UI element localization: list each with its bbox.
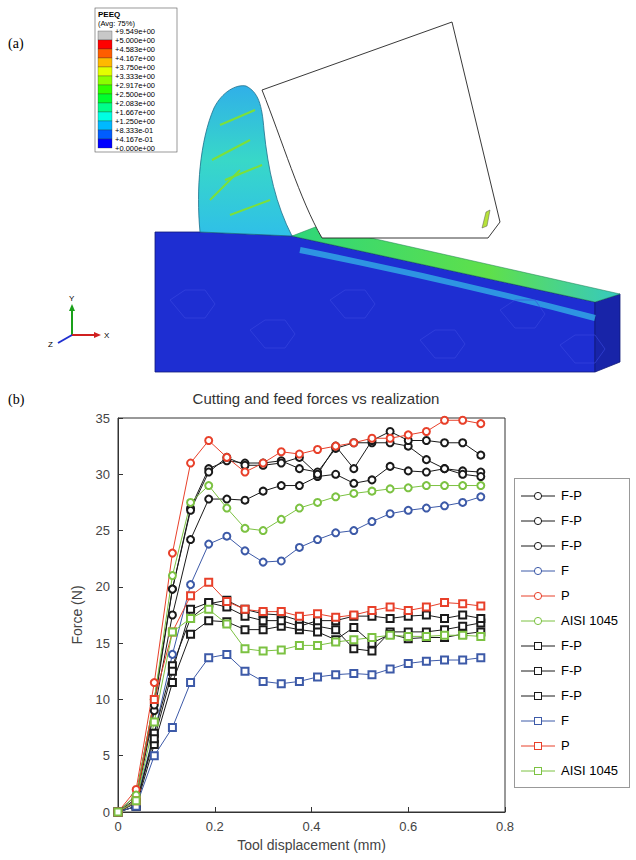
svg-text:+1.250e+00: +1.250e+00: [115, 117, 155, 126]
svg-text:+2.083e+00: +2.083e+00: [115, 99, 155, 108]
svg-text:X: X: [104, 331, 110, 340]
svg-text:PEEQ: PEEQ: [98, 10, 120, 19]
svg-text:(a): (a): [8, 36, 24, 52]
svg-text:20: 20: [96, 579, 110, 594]
svg-text:30: 30: [96, 467, 110, 482]
svg-text:+4.583e+00: +4.583e+00: [115, 45, 155, 54]
svg-text:0.2: 0.2: [206, 819, 224, 834]
svg-text:0: 0: [103, 805, 110, 820]
svg-text:+9.549e+00: +9.549e+00: [115, 27, 155, 36]
html-text:F-P: F-P: [561, 513, 582, 528]
html-text:P: P: [561, 738, 570, 753]
svg-text:+3.333e+00: +3.333e+00: [115, 72, 155, 81]
svg-text:+8.333e-01: +8.333e-01: [115, 126, 153, 135]
svg-text:0.4: 0.4: [302, 819, 320, 834]
html-text:F-P: F-P: [561, 538, 582, 553]
html-text:(b): (b): [8, 392, 25, 407]
html-text:F: F: [561, 563, 569, 578]
svg-text:Y: Y: [69, 294, 75, 303]
svg-text:0.8: 0.8: [496, 819, 514, 834]
html-text:F-P: F-P: [561, 638, 582, 653]
svg-text:Tool displacement (mm): Tool displacement (mm): [237, 837, 386, 853]
html-text:F-P: F-P: [561, 663, 582, 678]
svg-text:Cutting and feed forces vs rea: Cutting and feed forces vs realization: [193, 390, 440, 407]
svg-text:+0.000e+00: +0.000e+00: [115, 144, 155, 153]
svg-text:10: 10: [96, 692, 110, 707]
html-text:AISI 1045: AISI 1045: [561, 613, 619, 628]
svg-text:Z: Z: [48, 340, 53, 349]
html-text:F-P: F-P: [561, 488, 582, 503]
html-text:F-P: F-P: [561, 688, 582, 703]
svg-text:25: 25: [96, 523, 110, 538]
html-text:F: F: [561, 713, 569, 728]
svg-text:+3.750e+00: +3.750e+00: [115, 63, 155, 72]
html-text:P: P: [561, 588, 570, 603]
html-text:AISI 1045: AISI 1045: [561, 763, 619, 778]
svg-text:5: 5: [103, 748, 110, 763]
svg-text:+1.667e+00: +1.667e+00: [115, 108, 155, 117]
svg-text:+2.500e+00: +2.500e+00: [115, 90, 155, 99]
svg-text:+2.917e+00: +2.917e+00: [115, 81, 155, 90]
svg-text:Force (N): Force (N): [69, 585, 85, 644]
svg-text:(Avg: 75%): (Avg: 75%): [98, 19, 135, 28]
svg-text:15: 15: [96, 636, 110, 651]
svg-text:+5.000e+00: +5.000e+00: [115, 36, 155, 45]
svg-text:+4.167e-01: +4.167e-01: [115, 135, 153, 144]
svg-text:35: 35: [96, 411, 110, 426]
svg-text:0.6: 0.6: [399, 819, 417, 834]
svg-text:0: 0: [114, 819, 121, 834]
svg-text:+4.167e+00: +4.167e+00: [115, 54, 155, 63]
